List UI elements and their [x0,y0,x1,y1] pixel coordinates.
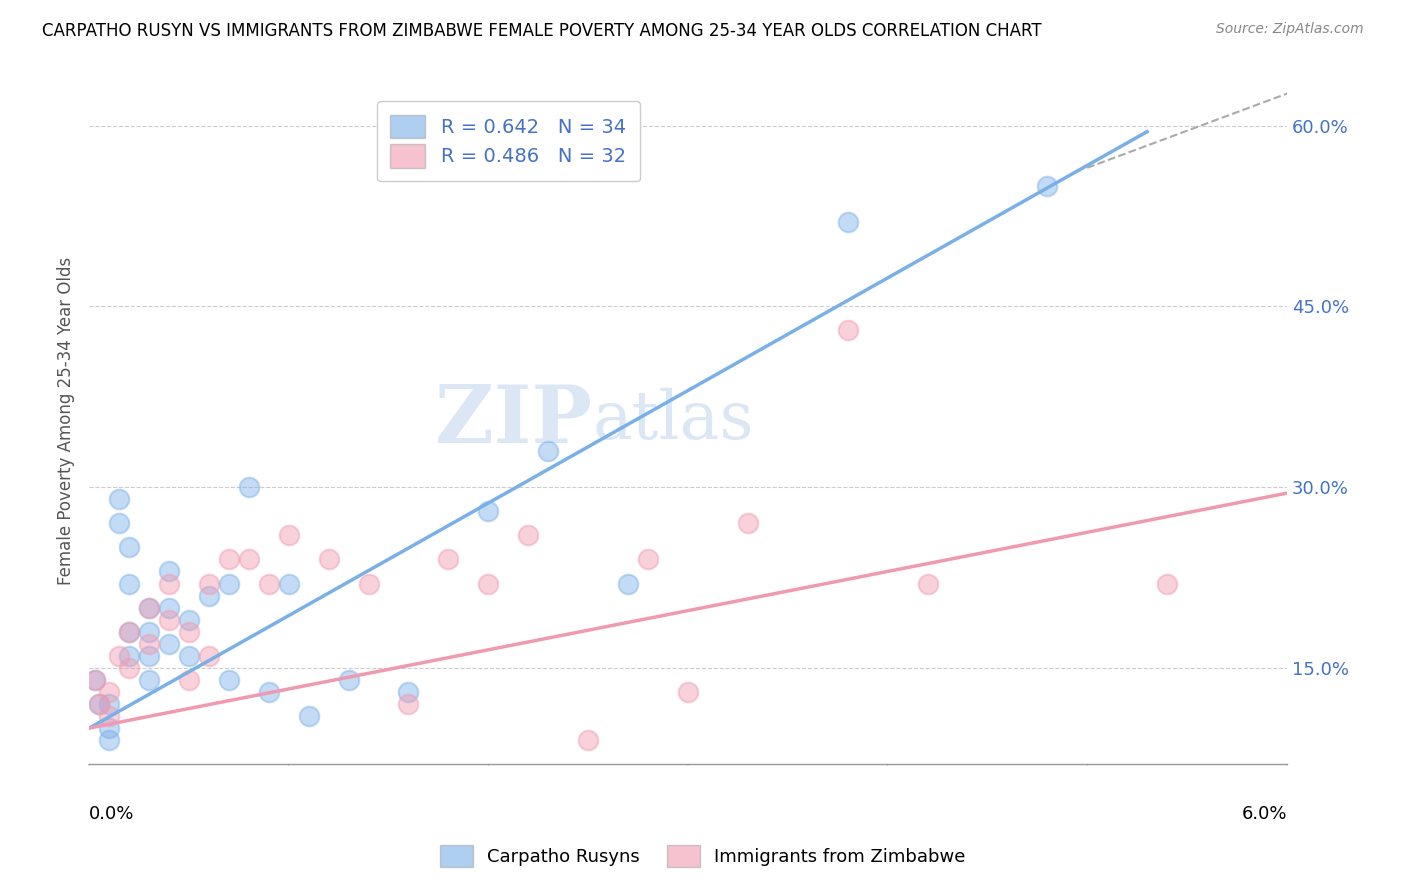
Point [576,733,599,747]
Point [917,576,939,591]
Point [118,576,141,591]
Point [437,552,460,566]
Point [1156,576,1178,591]
Point [157,600,180,615]
Point [84,673,107,687]
Point [218,673,240,687]
Point [157,576,180,591]
Point [477,504,499,518]
Point [138,648,160,663]
Point [177,624,200,639]
Point [157,613,180,627]
Point [157,637,180,651]
Text: 6.0%: 6.0% [1241,805,1286,823]
Point [84,673,107,687]
Point [238,480,260,494]
Legend: R = 0.642   N = 34, R = 0.486   N = 32: R = 0.642 N = 34, R = 0.486 N = 32 [377,101,640,181]
Point [98,733,121,747]
Point [118,648,141,663]
Point [298,709,321,723]
Point [537,444,560,458]
Point [357,576,380,591]
Point [617,576,640,591]
Point [98,685,121,699]
Point [737,516,759,531]
Point [837,323,859,337]
Point [318,552,340,566]
Point [177,648,200,663]
Point [398,685,420,699]
Y-axis label: Female Poverty Among 25-34 Year Olds: Female Poverty Among 25-34 Year Olds [58,257,75,585]
Text: atlas: atlas [592,388,754,453]
Point [198,648,221,663]
Text: 0.0%: 0.0% [89,805,135,823]
Point [98,721,121,735]
Point [198,589,221,603]
Point [837,215,859,229]
Point [198,576,221,591]
Point [118,624,141,639]
Point [398,697,420,711]
Point [108,648,131,663]
Text: CARPATHO RUSYN VS IMMIGRANTS FROM ZIMBABWE FEMALE POVERTY AMONG 25-34 YEAR OLDS : CARPATHO RUSYN VS IMMIGRANTS FROM ZIMBAB… [42,22,1042,40]
Point [277,528,299,542]
Point [177,673,200,687]
Point [98,697,121,711]
Point [138,637,160,651]
Point [337,673,360,687]
Point [277,576,299,591]
Point [517,528,540,542]
Text: Source: ZipAtlas.com: Source: ZipAtlas.com [1216,22,1364,37]
Legend: Carpatho Rusyns, Immigrants from Zimbabwe: Carpatho Rusyns, Immigrants from Zimbabw… [433,838,973,874]
Point [118,661,141,675]
Point [218,576,240,591]
Point [1036,178,1059,193]
Point [257,576,280,591]
Point [218,552,240,566]
Point [257,685,280,699]
Point [138,673,160,687]
Point [118,624,141,639]
Point [477,576,499,591]
Point [108,492,131,507]
Text: ZIP: ZIP [434,382,592,460]
Point [138,624,160,639]
Point [637,552,659,566]
Point [157,565,180,579]
Point [138,600,160,615]
Point [98,709,121,723]
Point [108,516,131,531]
Point [87,697,110,711]
Point [87,697,110,711]
Point [177,613,200,627]
Point [238,552,260,566]
Point [676,685,699,699]
Point [138,600,160,615]
Point [118,541,141,555]
